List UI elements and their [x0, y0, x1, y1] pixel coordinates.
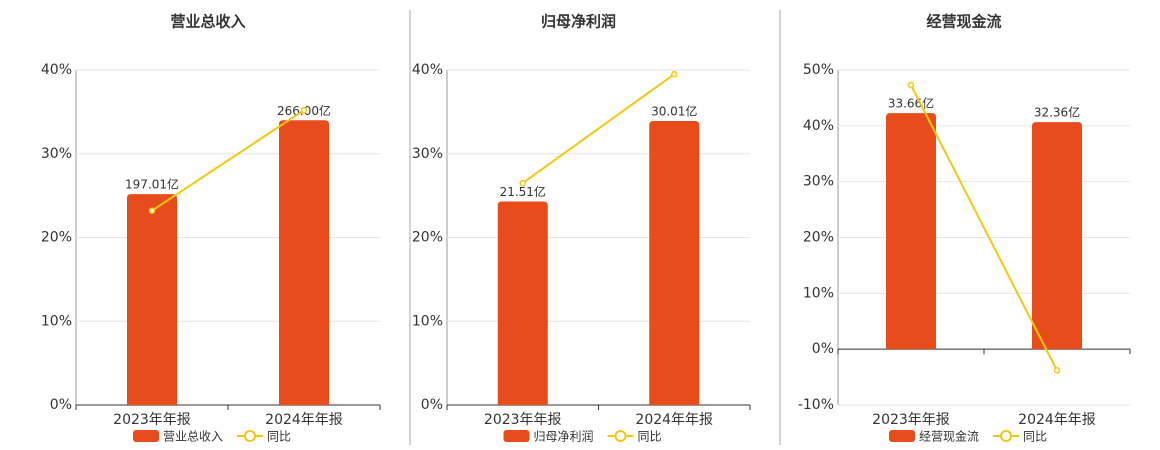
x-tick-label: 2024年年报 [1018, 412, 1096, 428]
bar [497, 201, 548, 405]
x-tick-label: 2023年年报 [872, 412, 950, 428]
line-point [300, 106, 308, 114]
y-tick-label: 20% [803, 230, 834, 246]
legend-swatch [614, 430, 627, 442]
chart-title: 经营现金流 [926, 13, 1001, 31]
bar [127, 194, 177, 405]
y-tick-label: -10% [798, 397, 834, 413]
legend-swatch [133, 430, 159, 442]
legend-label: 营业总收入 [163, 430, 223, 444]
y-tick-label: 10% [41, 313, 72, 329]
y-tick-label: 0% [421, 397, 443, 413]
x-tick-label: 2023年年报 [113, 412, 191, 428]
legend-label: 经营现金流 [919, 429, 979, 444]
bar [279, 120, 329, 405]
value-label: 21.51亿 [500, 184, 546, 199]
line-point [519, 179, 526, 187]
y-tick-label: 20% [412, 230, 443, 246]
line-point [671, 70, 678, 78]
legend-swatch [244, 430, 257, 442]
y-tick-label: 20% [41, 230, 72, 246]
line-point [1053, 367, 1061, 374]
legend-swatch [889, 430, 915, 442]
line [522, 73, 675, 184]
bar [1032, 122, 1082, 350]
line-point [907, 81, 915, 89]
bar [649, 121, 700, 405]
x-tick-label: 2023年年报 [484, 412, 562, 428]
legend-label: 同比 [1023, 430, 1047, 444]
bar [886, 113, 936, 350]
legend-swatch [1000, 430, 1013, 442]
x-tick-label: 2024年年报 [635, 412, 713, 428]
chart-title: 归母净利润 [541, 13, 616, 31]
y-tick-label: 40% [803, 118, 834, 134]
value-label: 30.01亿 [651, 104, 697, 119]
y-tick-label: 30% [412, 146, 443, 162]
line-point [148, 207, 156, 214]
y-tick-label: 0% [50, 397, 72, 413]
legend-label: 同比 [267, 430, 291, 444]
value-label: 33.66亿 [888, 96, 934, 111]
y-tick-label: 40% [41, 62, 72, 78]
line [151, 109, 305, 212]
value-label: 32.36亿 [1034, 105, 1080, 120]
y-tick-label: 30% [41, 146, 72, 162]
legend-label: 归母净利润 [534, 430, 594, 444]
y-tick-label: 0% [812, 341, 834, 357]
y-tick-label: 30% [803, 174, 834, 190]
line [910, 84, 1058, 371]
y-tick-label: 50% [803, 62, 834, 78]
legend-label: 同比 [638, 430, 662, 444]
y-tick-label: 10% [803, 285, 834, 301]
y-tick-label: 40% [412, 62, 443, 78]
value-label: 197.01亿 [125, 177, 179, 192]
chart-title: 营业总收入 [170, 13, 245, 31]
legend-swatch [503, 430, 530, 442]
x-tick-label: 2024年年报 [265, 412, 343, 428]
y-tick-label: 10% [412, 313, 443, 329]
